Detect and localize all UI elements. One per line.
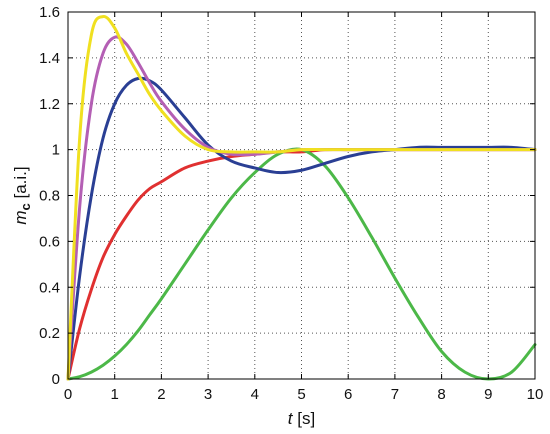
x-tick-label: 5 [297,386,305,403]
x-tick-label: 2 [157,386,165,403]
x-tick-label: 7 [391,386,399,403]
tick-marks [67,11,536,380]
x-tick-label: 0 [64,386,72,403]
y-axis-label: mc [a.i.] [11,166,33,224]
series-line-5 [66,15,537,381]
y-tick-label: 0 [52,371,60,388]
series-line-2 [66,147,537,381]
series-layer [66,15,537,381]
y-tick-label: 1.2 [39,96,60,113]
x-tick-label: 1 [111,386,119,403]
x-tick-label: 4 [251,386,259,403]
x-tick-label: 10 [527,386,544,403]
x-tick-label: 8 [437,386,445,403]
y-tick-label: 0.6 [39,233,60,250]
y-tick-label: 1.4 [39,50,60,67]
series-line-3 [66,76,537,381]
y-tick-label: 0.4 [39,279,60,296]
x-tick-label: 6 [344,386,352,403]
x-tick-label: 3 [204,386,212,403]
x-axis-label: t [s] [288,409,315,428]
y-tick-label: 0.8 [39,188,60,205]
tick-labels: 0 1 2 3 4 5 6 7 8 9 10 0 0.2 0.4 0.6 0.8 1 1.2 1.4 1.6 [39,4,543,403]
y-tick-label: 0.2 [39,325,60,342]
y-tick-label: 1.6 [39,4,60,21]
y-tick-label: 1 [52,142,60,159]
x-tick-label: 9 [484,386,492,403]
grid-lines [68,12,535,379]
